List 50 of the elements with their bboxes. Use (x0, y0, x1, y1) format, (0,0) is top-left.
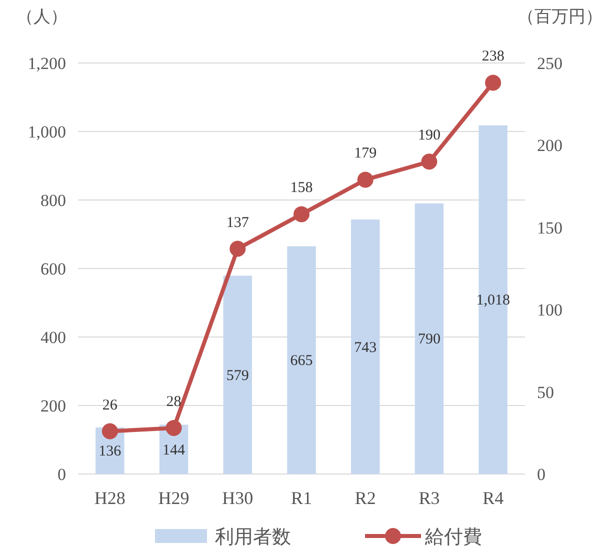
y2-tick-label: 200 (537, 136, 562, 156)
y2-tick-label: 100 (537, 300, 562, 320)
x-tick-label: R1 (290, 488, 312, 508)
y2-axis-title: （百万円） (518, 7, 602, 26)
bar (478, 125, 508, 474)
data-label: 28 (166, 394, 182, 410)
point (485, 74, 502, 91)
y-tick-label: 600 (40, 260, 66, 278)
y2-tick-label: 50 (537, 382, 554, 402)
data-label: 790 (418, 332, 440, 348)
y-axis-title: （人） (16, 7, 68, 26)
y-tick-label: 1,200 (28, 54, 66, 73)
data-label: 144 (162, 442, 186, 458)
point (421, 154, 438, 170)
x-tick-label: H28 (94, 488, 126, 508)
data-label: 579 (226, 368, 249, 384)
x-tick-label: R4 (482, 488, 504, 508)
data-label: 179 (354, 146, 377, 162)
x-tick-label: H30 (222, 488, 254, 508)
data-label: 665 (290, 353, 313, 370)
data-label: 158 (290, 180, 313, 196)
y2-tick-label: 0 (537, 465, 546, 484)
x-tick-label: R2 (354, 488, 376, 508)
y2-tick-label: 150 (537, 218, 562, 238)
point (294, 206, 310, 222)
data-label: 26 (102, 397, 118, 414)
y-tick-label: 200 (40, 396, 66, 416)
x-tick-label: R3 (418, 488, 440, 508)
point (166, 420, 182, 436)
legend-label: 利用者数 (215, 527, 291, 548)
x-tick-label: H29 (158, 488, 190, 508)
bar (287, 246, 316, 474)
data-label: 238 (482, 48, 504, 65)
y-tick-label: 400 (40, 328, 66, 347)
legend-label: 給付費 (424, 527, 482, 548)
y-tick-label: 1,000 (28, 122, 66, 142)
bar (350, 220, 380, 474)
data-label: 743 (354, 340, 377, 356)
data-label: 136 (98, 444, 122, 460)
point (357, 172, 374, 188)
data-label: 190 (418, 128, 440, 144)
y2-tick-label: 250 (537, 54, 562, 73)
data-label: 1,018 (476, 292, 510, 309)
bar (223, 276, 252, 474)
point (102, 423, 118, 440)
y-tick-label: 0 (58, 465, 66, 484)
bar (414, 203, 444, 474)
point (230, 240, 246, 257)
data-label: 137 (226, 214, 250, 231)
y-tick-label: 800 (40, 191, 66, 210)
